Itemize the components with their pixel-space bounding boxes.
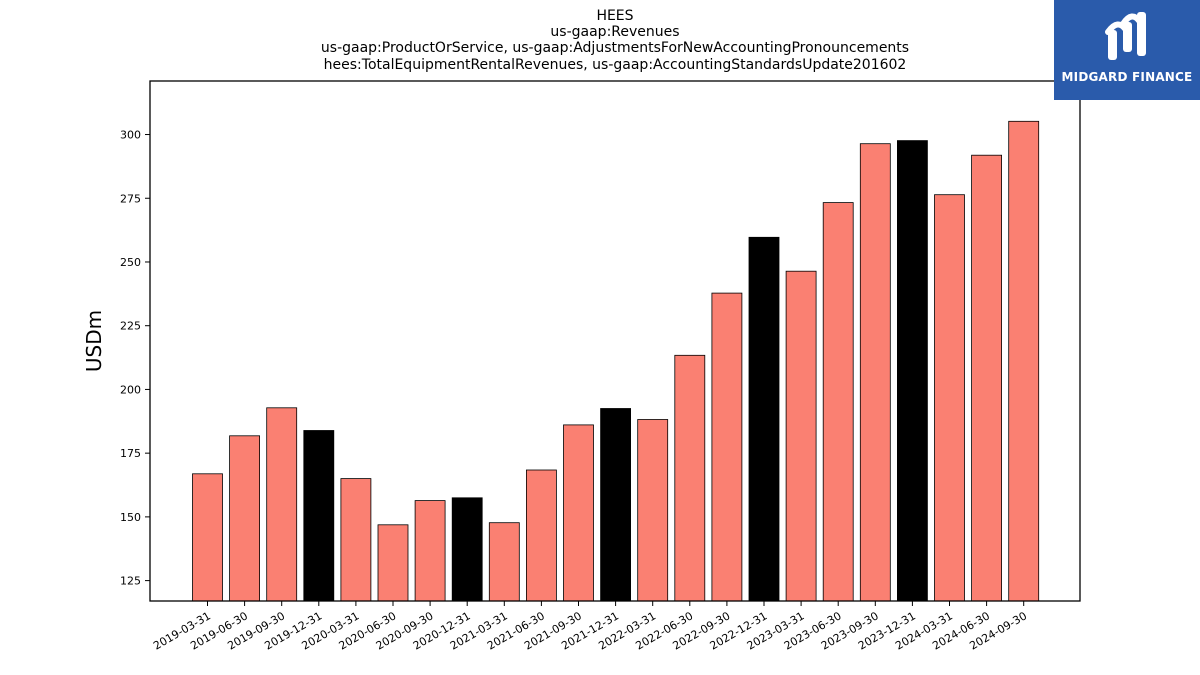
bar-2022-03-31 <box>637 419 669 602</box>
y-tick-label: 125 <box>120 575 141 588</box>
bars-group <box>192 120 1040 602</box>
bar-2022-09-30 <box>711 292 743 602</box>
bar-2020-03-31 <box>340 478 372 602</box>
y-axis-ticks: 125 150 175 200 225 250 275 300 <box>120 129 150 588</box>
y-tick-label: 150 <box>120 511 141 524</box>
plot-frame <box>149 80 1081 602</box>
bar-2023-12-31 <box>897 140 928 602</box>
logo-text: MIDGARD FINANCE <box>1061 70 1193 84</box>
bar-2021-12-31 <box>600 408 631 602</box>
bar-2020-12-31 <box>451 497 483 602</box>
bar-2021-03-31 <box>488 522 520 602</box>
bar-2022-06-30 <box>674 354 706 602</box>
x-axis-ticks: 2019-03-312019-06-302019-09-302019-12-31… <box>151 601 1029 653</box>
chart-title-line-4: hees:TotalEquipmentRentalRevenues, us-ga… <box>324 57 907 73</box>
chart-title: HEES us-gaap:Revenues us-gaap:ProductOrS… <box>321 8 909 73</box>
bar-2019-06-30 <box>229 435 261 602</box>
bar-2019-09-30 <box>266 407 298 602</box>
y-axis-label: USDm <box>82 310 106 372</box>
y-tick-label: 200 <box>120 383 141 396</box>
bar-2020-06-30 <box>377 524 409 602</box>
y-tick-label: 275 <box>120 192 141 205</box>
bar-2022-12-31 <box>748 236 780 602</box>
y-tick-label: 225 <box>120 320 141 333</box>
y-tick-label: 175 <box>120 447 141 460</box>
bar-2023-09-30 <box>859 143 891 602</box>
y-tick-label: 250 <box>120 256 141 269</box>
bar-2021-09-30 <box>563 424 594 602</box>
bar-2023-06-30 <box>822 202 854 602</box>
bar-2023-03-31 <box>785 270 817 602</box>
bar-2019-03-31 <box>192 473 223 602</box>
y-tick-label: 300 <box>120 129 141 142</box>
bar-2020-09-30 <box>414 500 446 602</box>
bar-2024-03-31 <box>934 194 965 602</box>
chart-title-line-3: us-gaap:ProductOrService, us-gaap:Adjust… <box>321 40 909 56</box>
chart-title-line-1: HEES <box>596 8 633 24</box>
chart-title-line-2: us-gaap:Revenues <box>550 24 679 40</box>
bar-2019-12-31 <box>303 430 335 602</box>
bar-2021-06-30 <box>526 469 557 602</box>
bar-2024-06-30 <box>971 154 1002 602</box>
midgard-logo-icon <box>1105 12 1146 60</box>
bar-2024-09-30 <box>1008 120 1040 602</box>
midgard-finance-logo: MIDGARD FINANCE <box>1054 0 1200 100</box>
